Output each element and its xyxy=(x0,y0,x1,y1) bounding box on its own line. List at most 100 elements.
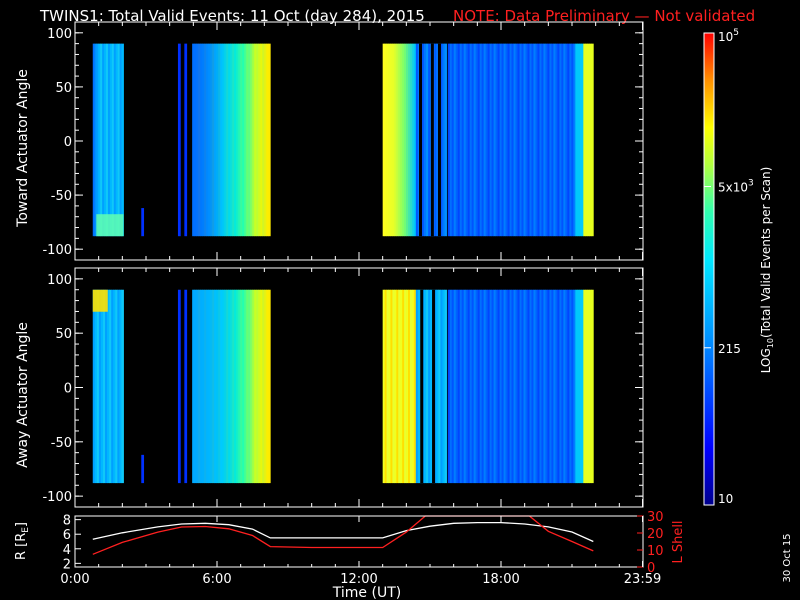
r-ytick-label: 6 xyxy=(63,528,71,543)
toward-data-column xyxy=(495,43,498,237)
toward-data-column xyxy=(184,43,188,237)
away-data-column xyxy=(583,289,586,484)
toward-data-column xyxy=(473,43,477,237)
toward-data-column xyxy=(222,43,225,237)
toward-data-column xyxy=(553,43,556,237)
away-data-column xyxy=(479,289,483,484)
away-data-column xyxy=(541,289,544,484)
away-angle-panel: 100 50 0 -50 -100 xyxy=(42,267,644,508)
away-data-column xyxy=(461,289,465,484)
toward-data-column xyxy=(226,43,229,237)
away-data-column xyxy=(216,289,219,484)
away-data-column xyxy=(105,289,108,484)
toward-data-column xyxy=(541,43,544,237)
toward-data-column xyxy=(515,43,518,237)
away-data-column xyxy=(202,289,205,484)
away-data-segment xyxy=(382,289,417,484)
toward-data-column xyxy=(547,43,550,237)
toward-data-segment xyxy=(192,43,271,237)
toward-data-column xyxy=(491,43,494,237)
away-data-column xyxy=(537,289,540,484)
toward-data-column xyxy=(252,43,255,237)
away-data-column xyxy=(491,289,494,484)
toward-data-column xyxy=(577,43,580,237)
away-data-column xyxy=(406,289,409,484)
away-data-column xyxy=(390,289,393,484)
r-axis-label: R [RE] xyxy=(14,522,31,560)
away-data-column xyxy=(121,289,124,484)
away-data-column xyxy=(238,289,241,484)
away-data-column xyxy=(220,289,223,484)
toward-data-column xyxy=(394,43,397,237)
away-data-column xyxy=(539,289,542,484)
away-data-gap xyxy=(432,289,436,484)
toward-data-column xyxy=(198,43,201,237)
toward-data-column xyxy=(234,43,237,237)
away-data-column xyxy=(248,289,251,484)
away-bright-patch xyxy=(92,289,108,312)
toward-data-column xyxy=(497,43,500,237)
toward-data-column xyxy=(499,43,502,237)
away-data-column xyxy=(224,289,227,484)
time-xtick-label: 6:00 xyxy=(202,572,231,587)
away-data-column xyxy=(218,289,221,484)
away-data-column xyxy=(471,289,475,484)
away-data-column xyxy=(463,289,467,484)
toward-data-column xyxy=(384,43,387,237)
away-data-column xyxy=(184,289,188,484)
away-data-column xyxy=(396,289,399,484)
toward-data-column xyxy=(507,43,510,237)
toward-data-column xyxy=(411,43,415,237)
toward-data-column xyxy=(119,43,122,237)
away-data-column xyxy=(254,289,257,484)
away-data-column xyxy=(561,289,564,484)
toward-data-column xyxy=(214,43,217,237)
toward-data-column xyxy=(92,43,95,237)
toward-data-column xyxy=(121,43,124,237)
away-data-column xyxy=(94,289,98,484)
toward-data-column xyxy=(98,43,101,237)
toward-data-column xyxy=(565,43,568,237)
away-data-column xyxy=(565,289,568,484)
toward-data-column xyxy=(210,43,213,237)
away-ytick-label: -50 xyxy=(51,436,72,451)
toward-data-column xyxy=(457,43,461,237)
away-data-column xyxy=(198,289,201,484)
away-data-column xyxy=(519,289,522,484)
away-data-column xyxy=(408,289,411,484)
away-data-column xyxy=(455,289,459,484)
toward-data-column xyxy=(238,43,241,237)
away-data-column xyxy=(475,289,479,484)
toward-data-column xyxy=(244,43,247,237)
toward-data-column xyxy=(527,43,530,237)
toward-data-column xyxy=(228,43,231,237)
away-ytick-label: 100 xyxy=(47,273,72,288)
toward-ytick-label: -50 xyxy=(51,189,72,204)
toward-data-column xyxy=(583,43,586,237)
toward-data-column xyxy=(501,43,504,237)
away-data-segment xyxy=(447,289,594,484)
toward-data-column xyxy=(94,43,97,237)
away-data-column xyxy=(481,289,485,484)
away-data-column xyxy=(398,289,401,484)
toward-data-column xyxy=(258,43,261,237)
away-data-column xyxy=(485,289,489,484)
toward-data-column xyxy=(415,43,419,237)
away-data-column xyxy=(268,289,271,484)
away-data-column xyxy=(438,289,441,484)
away-data-column xyxy=(200,289,203,484)
toward-data-column xyxy=(461,43,465,237)
away-data-column xyxy=(513,289,516,484)
toward-data-column xyxy=(240,43,243,237)
toward-data-column xyxy=(487,43,491,237)
toward-data-segment xyxy=(177,43,181,237)
toward-data-column xyxy=(505,43,508,237)
away-data-column xyxy=(430,289,433,484)
toward-data-column xyxy=(477,43,481,237)
away-data-column xyxy=(194,289,197,484)
away-data-column xyxy=(402,289,405,484)
away-data-column xyxy=(442,289,445,484)
away-data-column xyxy=(436,289,439,484)
toward-data-column xyxy=(449,43,453,237)
toward-data-column xyxy=(585,43,588,237)
